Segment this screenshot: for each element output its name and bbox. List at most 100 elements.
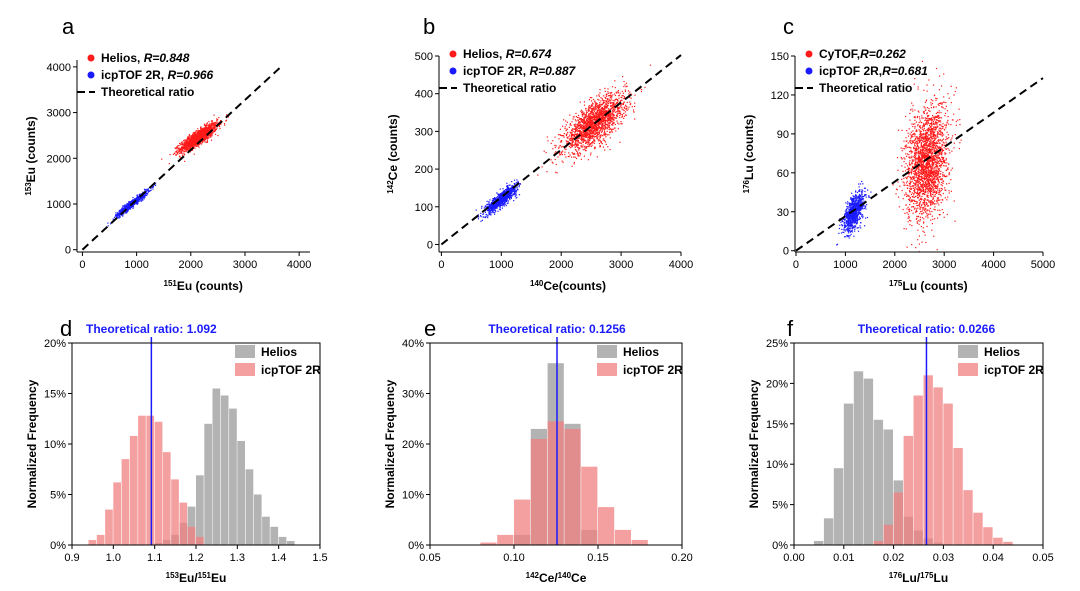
scatter-point xyxy=(618,97,620,99)
scatter-point xyxy=(129,203,131,205)
scatter-point xyxy=(606,104,608,106)
scatter-point xyxy=(591,144,593,146)
scatter-point xyxy=(600,100,602,102)
scatter-point xyxy=(210,135,212,137)
scatter-point xyxy=(201,141,203,143)
scatter-point xyxy=(205,127,207,129)
scatter-point xyxy=(571,142,573,145)
scatter-point xyxy=(598,121,600,124)
scatter-point xyxy=(601,117,603,119)
scatter-point xyxy=(579,147,581,149)
scatter-point xyxy=(602,116,604,118)
scatter-point xyxy=(199,142,201,144)
scatter-point xyxy=(605,143,607,145)
scatter-point xyxy=(205,130,207,132)
scatter-point xyxy=(580,119,582,121)
scatter-point xyxy=(612,114,614,116)
scatter-point xyxy=(621,106,623,108)
scatter-point xyxy=(511,185,513,187)
scatter-point xyxy=(198,143,200,145)
scatter-point xyxy=(205,133,207,135)
scatter-point xyxy=(196,140,198,142)
scatter-point xyxy=(595,107,597,109)
scatter-point xyxy=(107,222,109,224)
scatter-point xyxy=(603,132,605,134)
scatter-point xyxy=(146,194,148,196)
scatter-point xyxy=(192,143,194,145)
scatter-point xyxy=(200,133,202,135)
scatter-point xyxy=(124,207,126,209)
scatter-point xyxy=(600,127,602,129)
scatter-point xyxy=(595,102,597,105)
scatter-point xyxy=(197,140,199,142)
label-part: Ce (counts) xyxy=(386,114,400,180)
scatter-point xyxy=(613,114,615,116)
scatter-point xyxy=(607,114,609,116)
scatter-point xyxy=(587,118,589,120)
scatter-point xyxy=(561,152,563,154)
scatter-point xyxy=(603,130,606,132)
scatter-point xyxy=(611,131,614,133)
scatter-point xyxy=(213,126,216,128)
scatter-point xyxy=(179,150,181,152)
scatter-point xyxy=(566,142,569,144)
scatter-point xyxy=(586,141,588,143)
scatter-point xyxy=(590,116,593,118)
scatter-point xyxy=(537,174,539,176)
scatter-point xyxy=(615,117,618,119)
scatter-point xyxy=(565,129,567,132)
scatter-point xyxy=(185,151,187,153)
scatter-point xyxy=(206,139,209,141)
scatter-point xyxy=(204,134,206,136)
scatter-point xyxy=(589,120,591,122)
scatter-point xyxy=(513,179,516,181)
scatter-point xyxy=(583,132,585,134)
scatter-point xyxy=(215,125,217,128)
scatter-point xyxy=(612,102,614,104)
scatter-point xyxy=(135,198,138,200)
scatter-point xyxy=(598,106,600,108)
scatter-point xyxy=(596,119,598,121)
scatter-point xyxy=(127,207,130,209)
scatter-point xyxy=(576,145,578,147)
scatter-point xyxy=(609,115,611,117)
scatter-point xyxy=(599,140,601,142)
scatter-point xyxy=(131,206,133,208)
scatter-point xyxy=(121,209,124,211)
scatter-point xyxy=(507,197,509,199)
scatter-point xyxy=(560,141,563,143)
scatter-point xyxy=(609,122,611,124)
scatter-point xyxy=(564,148,566,150)
scatter-point xyxy=(629,91,631,93)
scatter-point xyxy=(577,130,579,132)
scatter-point xyxy=(601,119,603,121)
scatter-point xyxy=(197,128,199,130)
scatter-point xyxy=(202,134,204,136)
scatter-point xyxy=(589,133,591,135)
scatter-point xyxy=(584,148,586,150)
scatter-point xyxy=(191,135,194,137)
scatter-point xyxy=(576,150,578,152)
scatter-point xyxy=(509,199,511,201)
scatter-point xyxy=(507,194,509,196)
scatter-point xyxy=(499,203,502,205)
scatter-point xyxy=(503,205,505,207)
scatter-point xyxy=(499,200,501,202)
scatter-point xyxy=(568,146,570,148)
scatter-point xyxy=(518,186,520,188)
scatter-point xyxy=(194,138,196,140)
scatter-point xyxy=(604,104,606,106)
scatter-point xyxy=(122,206,124,208)
scatter-point xyxy=(589,130,591,132)
scatter-point xyxy=(586,115,588,117)
scatter-point xyxy=(592,116,594,119)
scatter-point xyxy=(600,119,602,121)
scatter-point xyxy=(127,209,129,211)
scatter-point xyxy=(125,207,127,209)
scatter-point xyxy=(510,194,512,197)
scatter-point xyxy=(590,125,592,127)
scatter-point xyxy=(588,120,590,122)
scatter-point xyxy=(511,181,513,183)
scatter-point xyxy=(595,126,597,128)
panel-b: b0 1000 2000 3000 40000100200300400500140Ce(… xyxy=(386,14,694,293)
